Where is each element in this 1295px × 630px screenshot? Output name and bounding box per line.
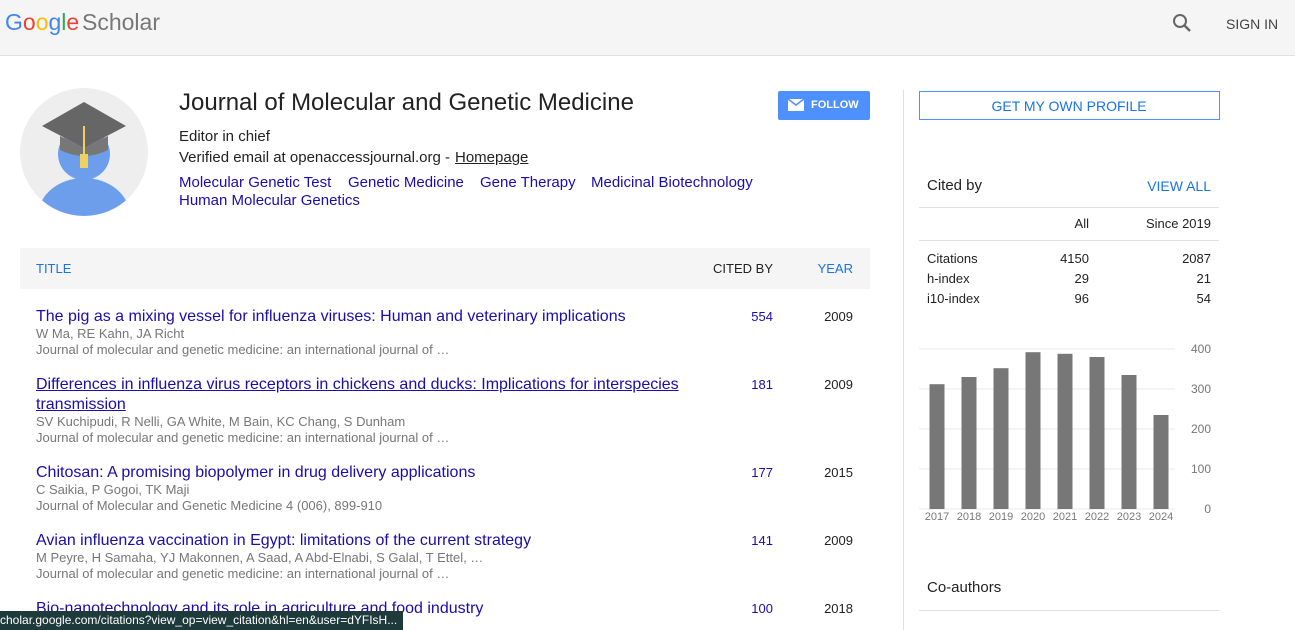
y-tick-label: 300 [1191, 382, 1211, 396]
cited-count[interactable]: 554 [751, 309, 773, 324]
year: 2009 [824, 377, 853, 392]
authors: SV Kuchipudi, R Nelli, GA White, M Bain,… [36, 414, 406, 429]
logo-google: Google [5, 9, 79, 36]
logo-scholar: Scholar [82, 9, 160, 35]
venue: Journal of molecular and genetic medicin… [36, 430, 450, 445]
year: 2015 [824, 465, 853, 480]
cited-count[interactable]: 177 [751, 465, 773, 480]
stat-since: 2087 [1182, 251, 1211, 266]
col-all: All [1074, 216, 1089, 231]
logo-letter: G [5, 9, 23, 35]
x-tick-label: 2018 [957, 511, 981, 523]
sign-in[interactable]: SIGN IN [1226, 16, 1279, 32]
bar [961, 377, 977, 509]
citation-chart: 0 100 200 300 400 2017 2018 2019 2020 2021 2022 202… [919, 342, 1211, 523]
bar [1057, 353, 1073, 509]
x-tick-label: 2021 [1053, 511, 1077, 523]
bar [929, 384, 945, 509]
bar [1089, 357, 1105, 509]
y-tick-label: 0 [1204, 502, 1211, 516]
stat-since: 21 [1196, 271, 1211, 286]
year: 2009 [824, 533, 853, 548]
x-tick-label: 2023 [1117, 511, 1141, 523]
bar [993, 368, 1009, 509]
stat-all: 29 [1074, 271, 1089, 286]
col-year[interactable]: YEAR [817, 261, 853, 276]
paper-title[interactable]: The pig as a mixing vessel for influenza… [36, 308, 626, 325]
logo-letter: g [48, 9, 62, 35]
y-tick-label: 400 [1191, 342, 1211, 356]
cited-by-heading: Cited by [927, 177, 983, 194]
bar [1121, 375, 1137, 509]
venue: Journal of Molecular and Genetic Medicin… [36, 498, 383, 513]
stat-all: 96 [1074, 291, 1089, 306]
stat-name: Citations [927, 251, 978, 266]
follow-label[interactable]: FOLLOW [811, 99, 859, 111]
avatar [20, 88, 148, 216]
interest-link[interactable]: Gene Therapy [480, 174, 576, 191]
bar [1153, 415, 1169, 509]
stat-name: i10-index [927, 291, 980, 306]
col-since: Since 2019 [1145, 216, 1211, 231]
follow-button[interactable] [778, 91, 870, 120]
paper-title[interactable]: Chitosan: A promising biopolymer in drug… [36, 464, 476, 481]
interest-link[interactable]: Human Molecular Genetics [179, 192, 360, 209]
get-profile-button[interactable] [919, 91, 1220, 120]
authors: C Saikia, P Gogoi, TK Maji [36, 482, 190, 497]
search-icon[interactable] [1172, 13, 1192, 33]
get-profile-label[interactable]: GET MY OWN PROFILE [991, 98, 1147, 114]
logo-letter: e [66, 9, 80, 35]
x-tick-label: 2017 [925, 511, 949, 523]
x-tick-label: 2022 [1085, 511, 1109, 523]
x-tick-label: 2019 [989, 511, 1013, 523]
venue: Journal of molecular and genetic medicin… [36, 566, 450, 581]
authors: W Ma, RE Kahn, JA Richt [36, 326, 185, 341]
paper-title[interactable]: Differences in influenza virus receptors… [36, 376, 679, 413]
email: Verified email at openaccessjournal.org … [179, 149, 455, 166]
homepage-link[interactable]: Homepage [455, 149, 529, 166]
cited-count[interactable]: 181 [751, 377, 773, 392]
profile-name: Journal of Molecular and Genetic Medicin… [179, 89, 634, 116]
col-title[interactable]: TITLE [36, 261, 72, 276]
coauthors-heading: Co-authors [927, 579, 1002, 596]
affiliation: Editor in chief [179, 128, 270, 145]
venue: Journal of molecular and genetic medicin… [36, 342, 450, 357]
logo-letter: o [35, 9, 49, 35]
year: 2018 [824, 601, 853, 616]
cited-count[interactable]: 141 [751, 533, 773, 548]
x-tick-label: 2020 [1021, 511, 1045, 523]
stat-name: h-index [927, 271, 970, 286]
y-tick-label: 100 [1191, 462, 1211, 476]
interest-link[interactable]: Medicinal Biotechnology [591, 174, 753, 191]
logo-letter: l [61, 9, 67, 35]
y-tick-label: 200 [1191, 422, 1211, 436]
col-cited[interactable]: CITED BY [713, 261, 773, 276]
logo-letter: o [22, 9, 36, 35]
x-tick-label: 2024 [1149, 511, 1173, 523]
stat-all: 4150 [1060, 251, 1089, 266]
table-header-band [20, 248, 870, 289]
stat-since: 54 [1196, 291, 1211, 306]
cited-line-2 [919, 240, 1219, 241]
view-all[interactable]: VIEW ALL [1147, 178, 1211, 194]
paper-title[interactable]: Avian influenza vaccination in Egypt: li… [36, 532, 532, 549]
cited-count[interactable]: 100 [751, 601, 773, 616]
year: 2009 [824, 309, 853, 324]
interest-link[interactable]: Molecular Genetic Test [179, 174, 332, 191]
status-bar: cholar.google.com/citations?view_op=view… [0, 611, 404, 630]
coauthor-line [919, 610, 1219, 611]
bar [1025, 352, 1041, 509]
interest-link[interactable]: Genetic Medicine [348, 174, 464, 191]
header [0, 0, 1295, 56]
sidebar-divider [903, 90, 904, 630]
authors: M Peyre, H Samaha, YJ Makonnen, A Saad, … [36, 550, 484, 565]
cited-line-1 [919, 207, 1219, 208]
